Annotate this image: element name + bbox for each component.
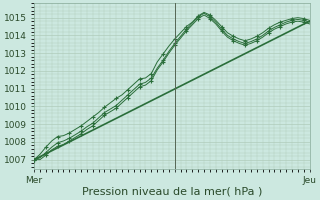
X-axis label: Pression niveau de la mer( hPa ): Pression niveau de la mer( hPa ) <box>82 187 262 197</box>
